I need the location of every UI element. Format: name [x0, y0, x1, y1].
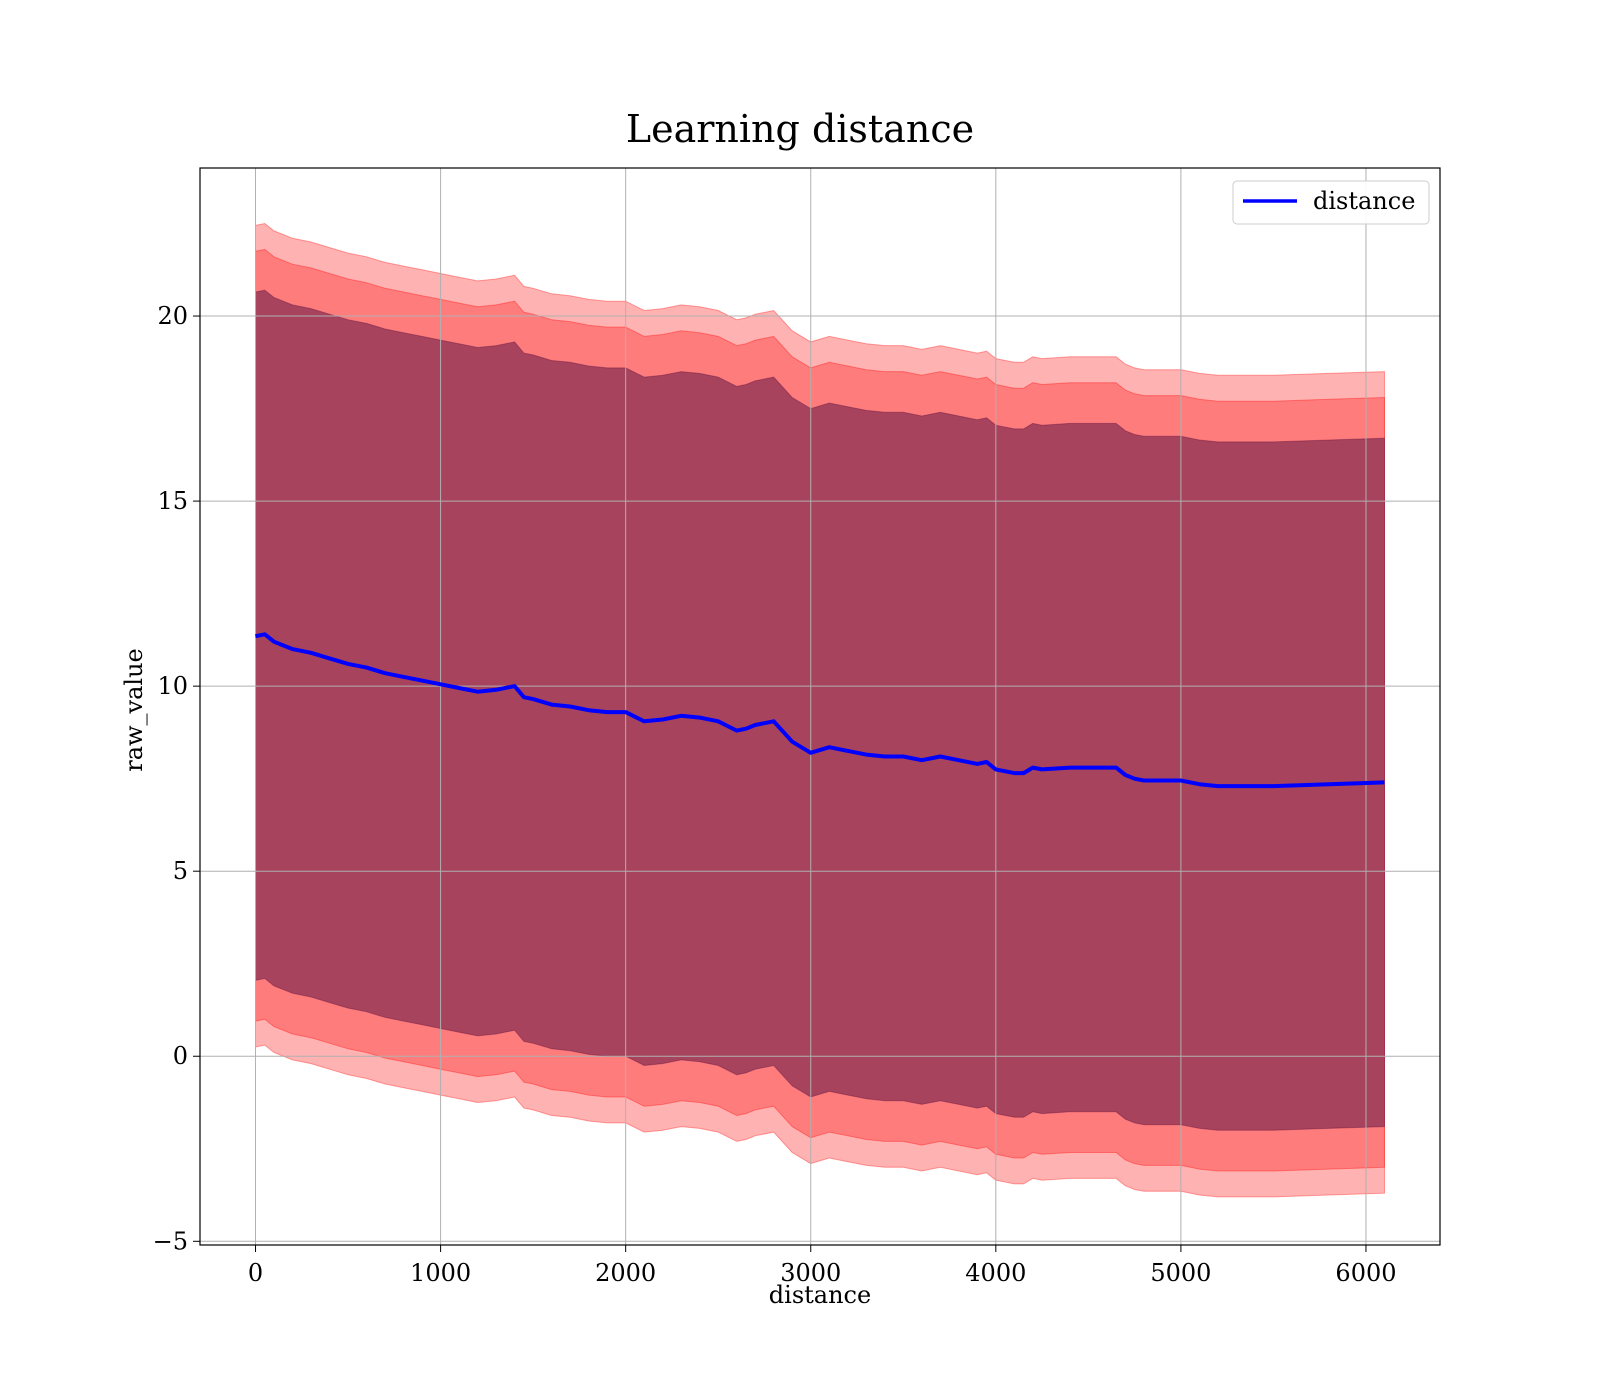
y-tick-label: 10	[157, 672, 188, 700]
x-tick-label: 2000	[595, 1259, 656, 1287]
plot-frame	[199, 167, 1441, 1246]
y-tick-label: −5	[153, 1227, 188, 1255]
y-axis-ticks: −5 0 5 10 15 20	[153, 302, 200, 1255]
y-tick-label: 15	[157, 487, 188, 515]
confidence-bands	[255, 222, 1385, 1198]
x-tick-label: 5000	[1150, 1259, 1211, 1287]
y-tick-label: 0	[173, 1042, 188, 1070]
x-axis-ticks: 0 1000 2000 3000 4000 5000 6000	[248, 1245, 1397, 1287]
x-axis-label: distance	[769, 1281, 871, 1309]
series-line-distance	[255, 632, 1385, 789]
band-1sd	[255, 289, 1385, 1131]
chart-title: Learning distance	[626, 107, 974, 151]
y-tick-label: 20	[157, 302, 188, 330]
y-tick-label: 5	[173, 857, 188, 885]
y-axis-label: raw_value	[120, 648, 148, 772]
legend: distance	[1232, 180, 1430, 225]
x-tick-label: 0	[248, 1259, 263, 1287]
grid	[200, 168, 1440, 1245]
x-tick-label: 4000	[965, 1259, 1026, 1287]
series-lines	[255, 632, 1385, 789]
x-tick-label: 3000	[780, 1259, 841, 1287]
x-tick-label: 1000	[410, 1259, 471, 1287]
legend-box	[1232, 180, 1430, 225]
legend-label-distance: distance	[1313, 187, 1415, 215]
x-tick-label: 6000	[1335, 1259, 1396, 1287]
